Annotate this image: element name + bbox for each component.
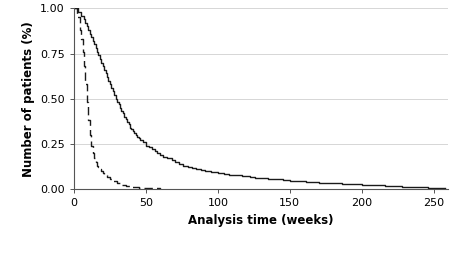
X-axis label: Analysis time (weeks): Analysis time (weeks) xyxy=(188,214,334,227)
Y-axis label: Number of patients (%): Number of patients (%) xyxy=(22,21,35,177)
